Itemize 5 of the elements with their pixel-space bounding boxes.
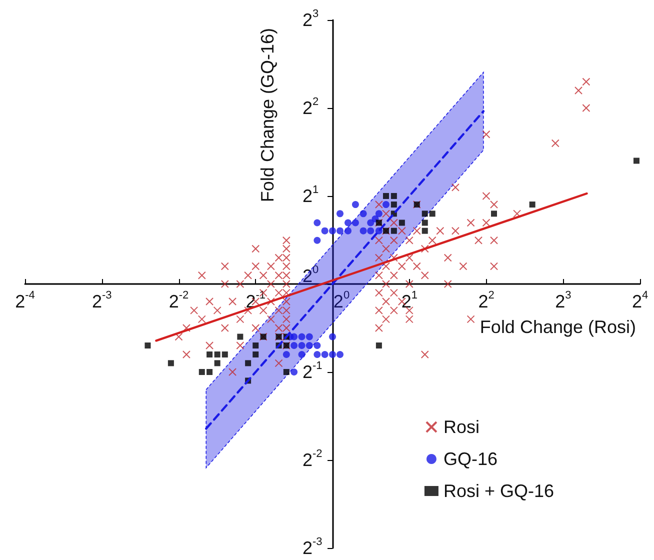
legend-label: GQ-16	[443, 449, 498, 469]
x-axis-title: Fold Change (Rosi)	[480, 317, 636, 337]
y-axis-title: Fold Change (GQ-16)	[258, 28, 278, 202]
legend-label: Rosi + GQ-16	[443, 481, 554, 501]
legend-label: Rosi	[443, 417, 480, 437]
